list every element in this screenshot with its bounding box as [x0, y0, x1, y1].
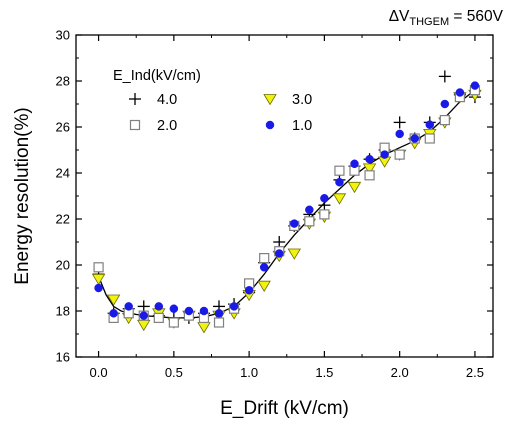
data-point: [184, 306, 194, 316]
data-point: [290, 219, 299, 228]
x-axis-label: E_Drift (kV/cm): [220, 398, 349, 419]
data-point: [257, 280, 271, 292]
data-point: [438, 70, 451, 83]
annotation-prefix: ΔV: [389, 8, 410, 25]
data-layer: [91, 70, 482, 334]
data-point: [137, 300, 150, 313]
data-point: [137, 319, 151, 332]
data-point: [244, 286, 254, 295]
data-point: [364, 170, 375, 181]
data-point: [332, 193, 347, 205]
data-point: [93, 262, 104, 273]
data-point: [153, 312, 164, 323]
data-point: [425, 120, 435, 129]
legend-marker: [129, 93, 141, 105]
data-point: [424, 133, 435, 144]
data-point: [94, 283, 103, 293]
data-point: [274, 249, 284, 258]
series-3: [94, 81, 480, 320]
data-point: [440, 99, 450, 109]
series-1: [91, 89, 482, 334]
y-tick-label: 16: [56, 350, 70, 365]
data-point: [455, 88, 465, 97]
x-tick-label: 0.0: [90, 365, 108, 380]
legend: E_Ind(kV/cm) 4.0 3.0 2.0 1.0: [113, 68, 312, 134]
data-point: [287, 248, 301, 260]
x-tick-label: 1.0: [240, 365, 258, 380]
y-tick-label: 30: [56, 28, 70, 43]
series-0: [92, 70, 481, 324]
data-point: [304, 216, 315, 227]
annotation-suffix: = 560V: [449, 8, 504, 25]
data-point: [362, 163, 377, 175]
data-point: [470, 81, 480, 90]
legend-label: 3.0: [292, 92, 312, 108]
annotation-subscript: THGEM: [409, 16, 449, 28]
y-tick-label: 26: [56, 120, 70, 135]
data-point: [335, 177, 344, 187]
data-point: [305, 205, 314, 215]
legend-marker: [129, 119, 141, 131]
data-point: [439, 114, 450, 126]
legend-title: E_Ind(kV/cm): [113, 68, 201, 84]
axes: 0.0 0.5 1.0 1.5 2.0 2.5 16 18 20 22 24 26 28 30: [56, 28, 494, 380]
x-tick-label: 2.0: [391, 365, 409, 380]
data-point: [91, 273, 106, 286]
y-tick-label: 28: [56, 74, 70, 89]
data-point: [229, 302, 239, 311]
data-point: [259, 263, 269, 272]
legend-marker: [263, 94, 277, 106]
data-point: [350, 159, 359, 169]
data-point: [334, 165, 345, 176]
y-tick-label: 18: [56, 304, 70, 319]
data-point: [106, 294, 121, 306]
y-axis-label: Energy resolution(%): [12, 107, 33, 284]
data-point: [199, 306, 209, 316]
fit-curve: [97, 89, 476, 319]
data-point: [169, 304, 179, 313]
y-tick-label: 24: [56, 166, 70, 181]
voltage-annotation: ΔVTHGEM = 560V: [389, 8, 504, 28]
data-point: [197, 322, 211, 334]
data-point: [168, 317, 179, 328]
x-tick-label: 1.5: [315, 365, 333, 380]
legend-marker: [265, 120, 275, 130]
data-point: [320, 194, 329, 203]
data-point: [214, 309, 224, 318]
data-point: [393, 116, 406, 129]
data-point: [410, 134, 419, 143]
data-point: [154, 302, 164, 311]
data-point: [394, 149, 405, 160]
data-point: [213, 317, 225, 328]
data-point: [380, 150, 389, 159]
y-tick-label: 20: [56, 258, 70, 273]
data-point: [109, 309, 118, 318]
data-point: [319, 209, 330, 220]
data-point: [347, 181, 362, 194]
series-2: [93, 85, 481, 328]
data-point: [273, 236, 286, 248]
data-point: [259, 253, 270, 264]
data-point: [124, 302, 133, 311]
x-tick-label: 0.5: [165, 365, 183, 380]
data-point: [139, 311, 148, 320]
legend-label: 1.0: [292, 118, 312, 134]
data-point: [365, 154, 374, 164]
y-tick-label: 22: [56, 212, 70, 227]
legend-label: 4.0: [157, 92, 177, 108]
legend-label: 2.0: [157, 118, 177, 134]
x-tick-label: 2.5: [466, 365, 484, 380]
data-point: [395, 129, 404, 139]
